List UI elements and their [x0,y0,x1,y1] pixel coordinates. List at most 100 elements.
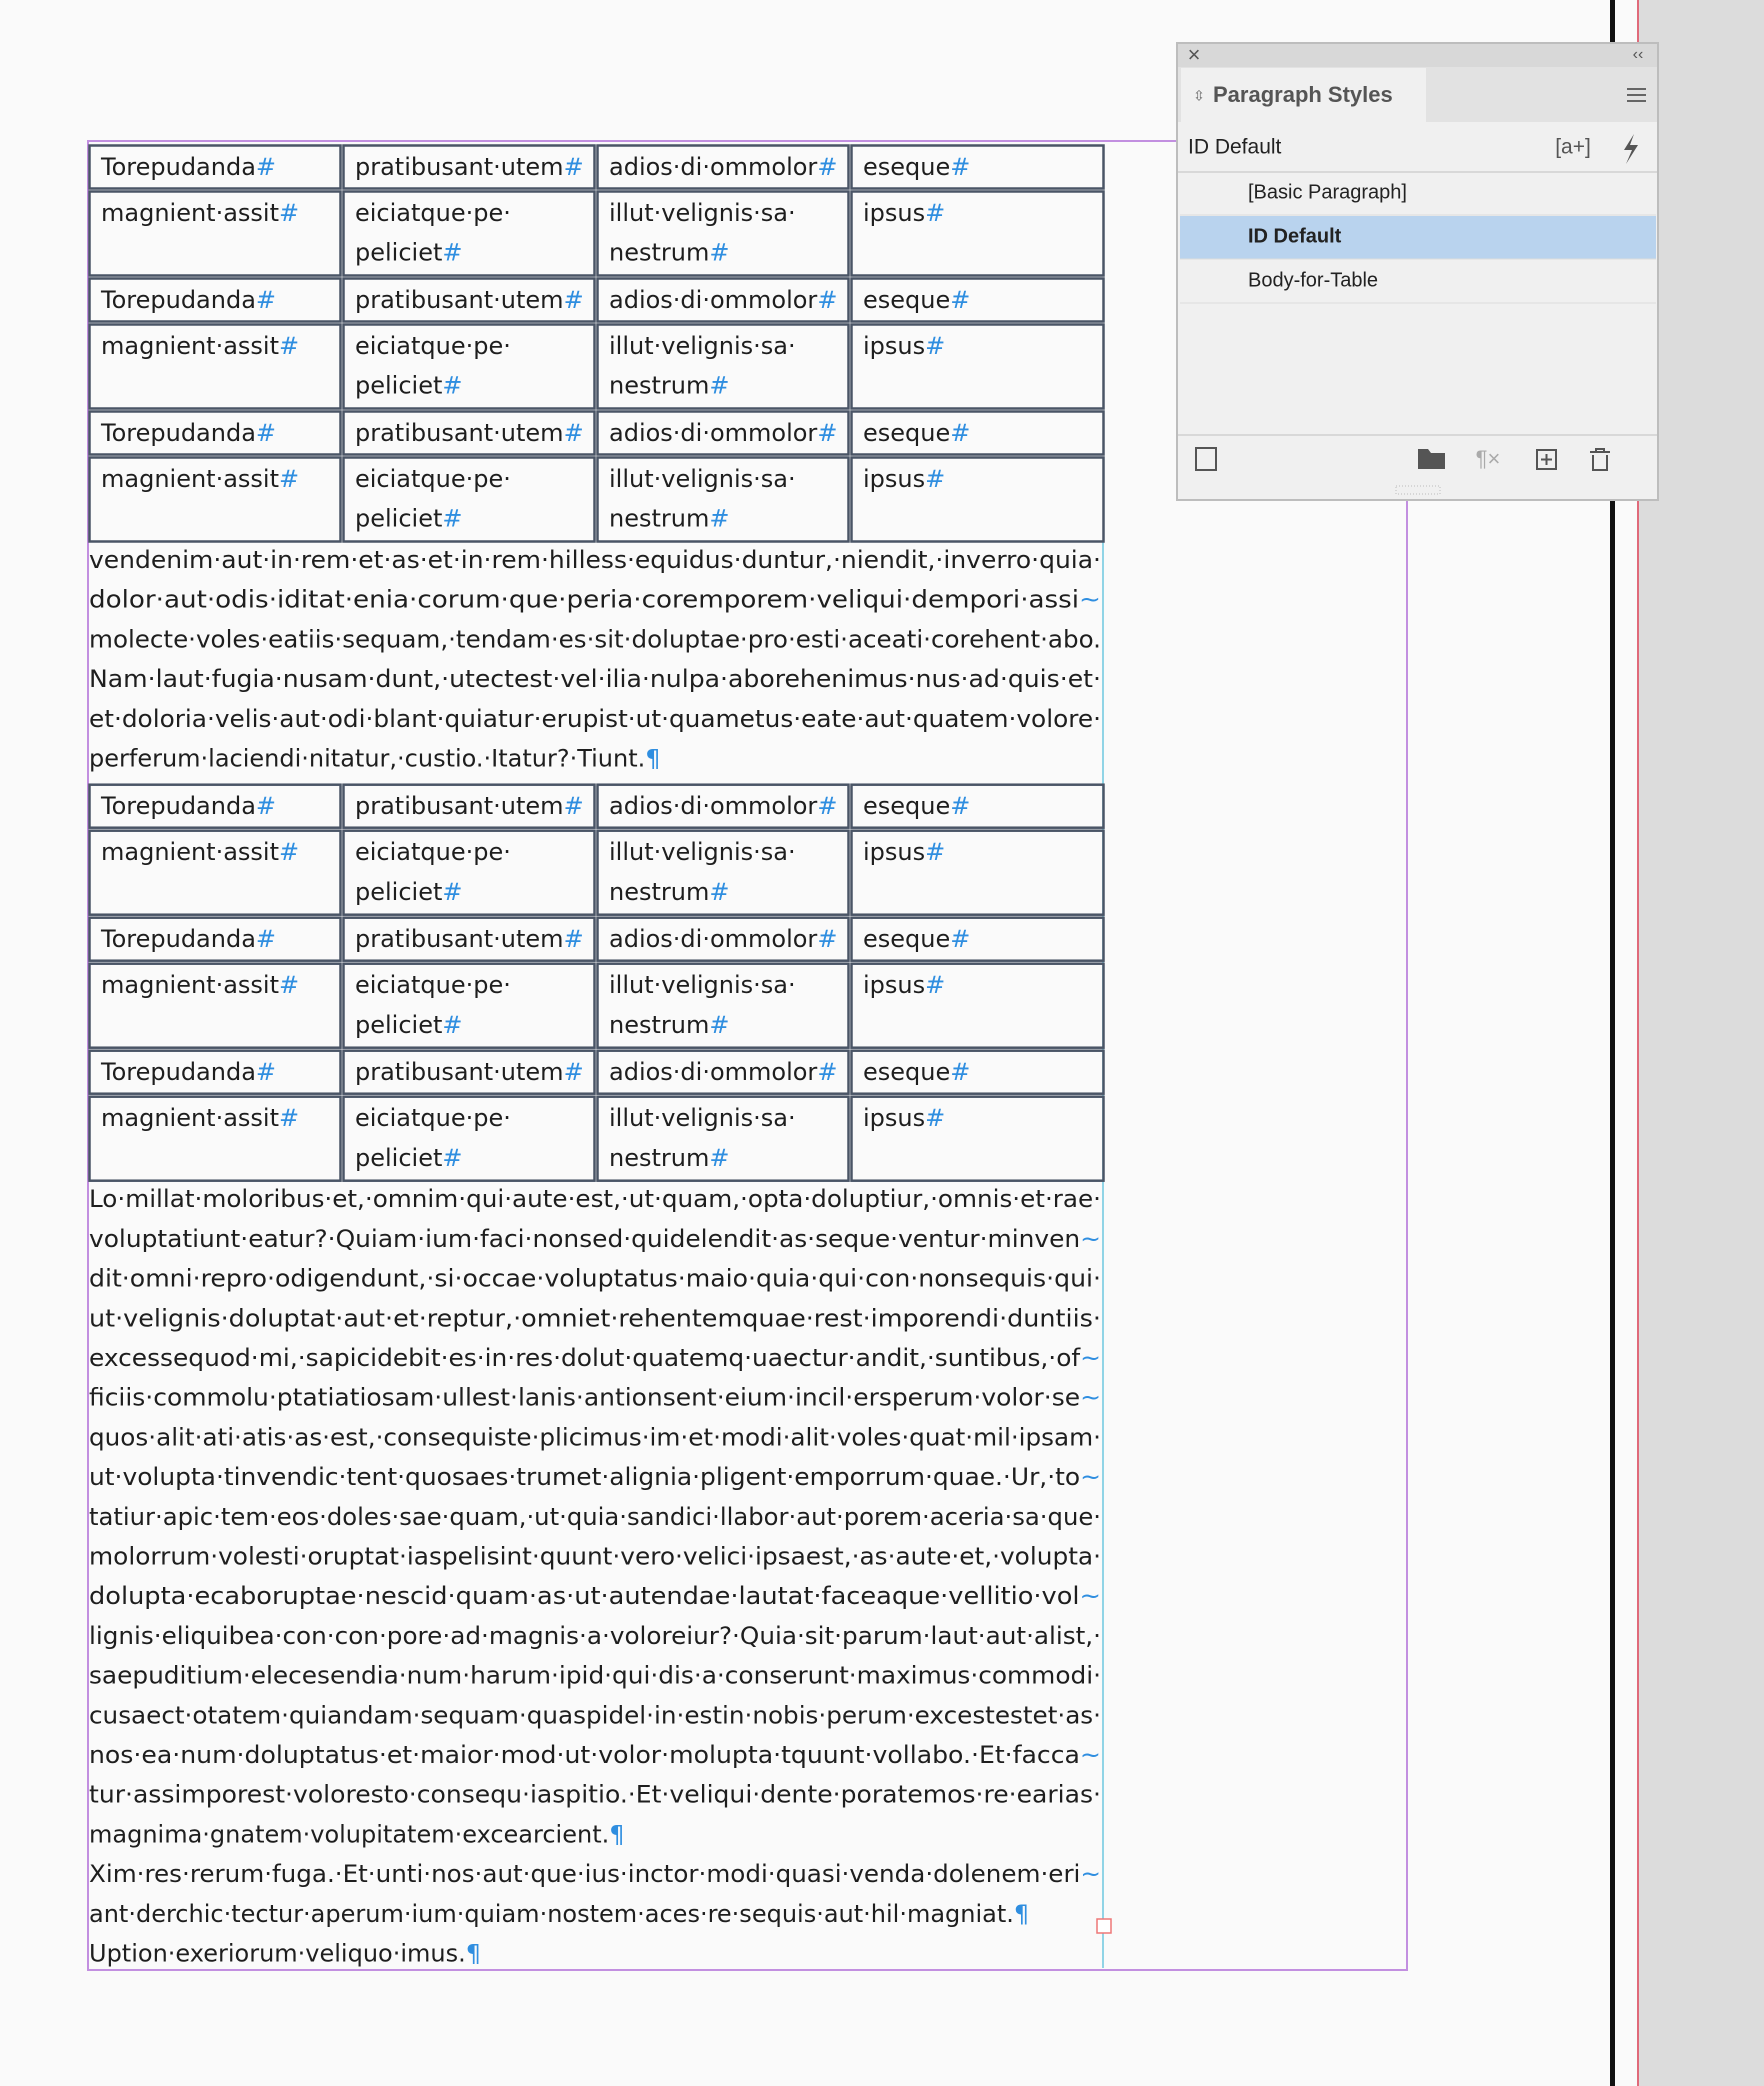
cell-text: ipsus# [863,971,945,999]
paragraph-line: tatiur·apic·tem·eos·doles·sae·quam,·ut·q… [89,1503,1101,1531]
selected-row [1180,216,1656,259]
cell-text: illut·velignis·sa· [609,332,796,360]
table-cell [88,456,342,543]
delete-icon[interactable] [1590,448,1610,471]
cell-text: nestrum# [609,1144,729,1172]
paragraph-line: ut·velignis·doluptat·aut·et·reptur,·omni… [89,1304,1101,1332]
cell-text: nestrum# [609,878,729,906]
cell-text: Torepudanda# [100,286,276,314]
table-cell [342,1049,596,1095]
cell-text: adios·di·ommolor# [609,419,837,447]
cell-text: magnient·assit# [101,971,299,999]
paragraph-line: vendenim·aut·in·rem·et·as·et·in·rem·hill… [89,546,1101,574]
cell-text: adios·di·ommolor# [609,1058,837,1086]
panel-menu[interactable] [1627,88,1646,102]
quick-apply[interactable] [1624,134,1638,164]
table-cell [596,829,850,916]
paragraph-line: voluptatiunt·eatur?·Quiam·ium·faci·nonse… [89,1225,1101,1253]
cell-text: magnient·assit# [101,199,299,227]
table-cell [596,410,850,456]
cell-text: pratibusant·utem# [355,419,584,447]
cell-text: illut·velignis·sa· [609,971,796,999]
cell-text: peliciet# [355,239,462,267]
table-cell [342,190,596,277]
cell-text: Torepudanda# [100,1058,276,1086]
tab-sort-icon: ⇳ [1193,88,1205,104]
style-item[interactable]: [Basic Paragraph] [1248,181,1407,203]
paragraph-line: cusaect·otatem·quiandam·sequam·quaspidel… [89,1701,1101,1729]
table-cell [850,1049,1105,1095]
table-cell [342,783,596,829]
new-group-icon[interactable] [1418,449,1445,469]
paragraph-line: ant·derchic·tectur·aperum·ium·quiam·nost… [89,1900,1029,1928]
page-edge [1610,0,1615,2086]
table-cell [342,1095,596,1182]
story: Torepudanda# pratibusant·utem# adios·di·om… [88,144,1105,1968]
table-cell [342,410,596,456]
cell-text: pratibusant·utem# [355,792,584,820]
cell-text: peliciet# [355,878,462,906]
close-button[interactable]: × [1188,42,1201,67]
cell-text: adios·di·ommolor# [609,286,837,314]
cell-text: pratibusant·utem# [355,286,584,314]
cell-text: pratibusant·utem# [355,153,584,181]
clear-overrides-icon[interactable]: ¶× [1476,446,1501,471]
collapse-button[interactable]: ‹‹ [1633,46,1644,63]
table-cell [88,144,342,190]
cell-text: Torepudanda# [100,419,276,447]
table-cell [88,962,342,1049]
table-cell [850,190,1105,277]
table-cell [850,144,1105,190]
cell-text: magnient·assit# [101,465,299,493]
paragraph-line: ficiis·commolu·ptatiatiosam·ullest·lanis… [89,1384,1101,1412]
table-cell [850,916,1105,962]
cell-text: eseque# [863,153,970,181]
resize-grip[interactable] [1395,485,1441,495]
table-cell [850,323,1105,410]
paragraph-line: excessequod·mi,·sapicidebit·es·in·res·do… [89,1344,1101,1372]
paragraph-line: Xim·res·rerum·fuga.·Et·unti·nos·aut·que·… [89,1860,1101,1888]
tab[interactable] [1181,68,1426,122]
pasteboard-gray [1639,0,1764,2086]
table-cell [596,783,850,829]
cell-text: adios·di·ommolor# [609,925,837,953]
table-cell [88,1049,342,1095]
table-cell [342,456,596,543]
table-cell [342,144,596,190]
panel-title: Paragraph Styles [1213,82,1393,107]
new-style-icon[interactable] [1536,449,1557,470]
table-cell [596,277,850,323]
paragraph-line: et·doloria·velis·aut·odi·blant·quiatur·e… [89,705,1101,733]
cell-text: eseque# [863,925,970,953]
style-item[interactable]: ID Default [1248,225,1342,247]
table-cell [596,1095,850,1182]
cell-text: magnient·assit# [101,332,299,360]
paragraph-line: lignis·eliquibea·con·con·pore·ad·magnis·… [89,1622,1101,1650]
new-style-plus [1541,454,1552,465]
paragraph-line: Uption·exeriorum·veliquo·imus.¶ [89,1940,481,1968]
paragraph-line: quos·alit·ati·atis·as·est,·consequiste·p… [89,1423,1101,1451]
new-style-from-selection[interactable]: [a+] [1555,136,1591,159]
cell-text: eseque# [863,419,970,447]
cell-text: eseque# [863,792,970,820]
table-cell [596,144,850,190]
table-cell [850,962,1105,1049]
cell-text: ipsus# [863,332,945,360]
load-styles-icon[interactable] [1195,447,1217,471]
cell-text: ipsus# [863,465,945,493]
table-cell [342,916,596,962]
style-item[interactable]: Body-for-Table [1248,269,1378,291]
paragraph-styles-panel: × ‹‹ ⇳ Paragraph Styles ID Default [a+] … [1176,42,1659,501]
paragraph-line: dolupta·ecaboruptae·nescid·quam·as·ut·au… [89,1582,1101,1610]
table-cell [342,277,596,323]
table-cell [850,410,1105,456]
cell-text: eseque# [863,286,970,314]
table-cell [596,1049,850,1095]
cell-text: adios·di·ommolor# [609,792,837,820]
paragraph-line: magnima·gnatem·volupitatem·excearcient.¶ [89,1820,625,1848]
cell-text: eiciatque·pe· [355,199,511,227]
table-cell [342,829,596,916]
out-port[interactable] [1096,1918,1112,1934]
table-cell [88,277,342,323]
paragraph-line: Nam·laut·fugia·nusam·dunt,·utectest·vel·… [89,665,1101,693]
